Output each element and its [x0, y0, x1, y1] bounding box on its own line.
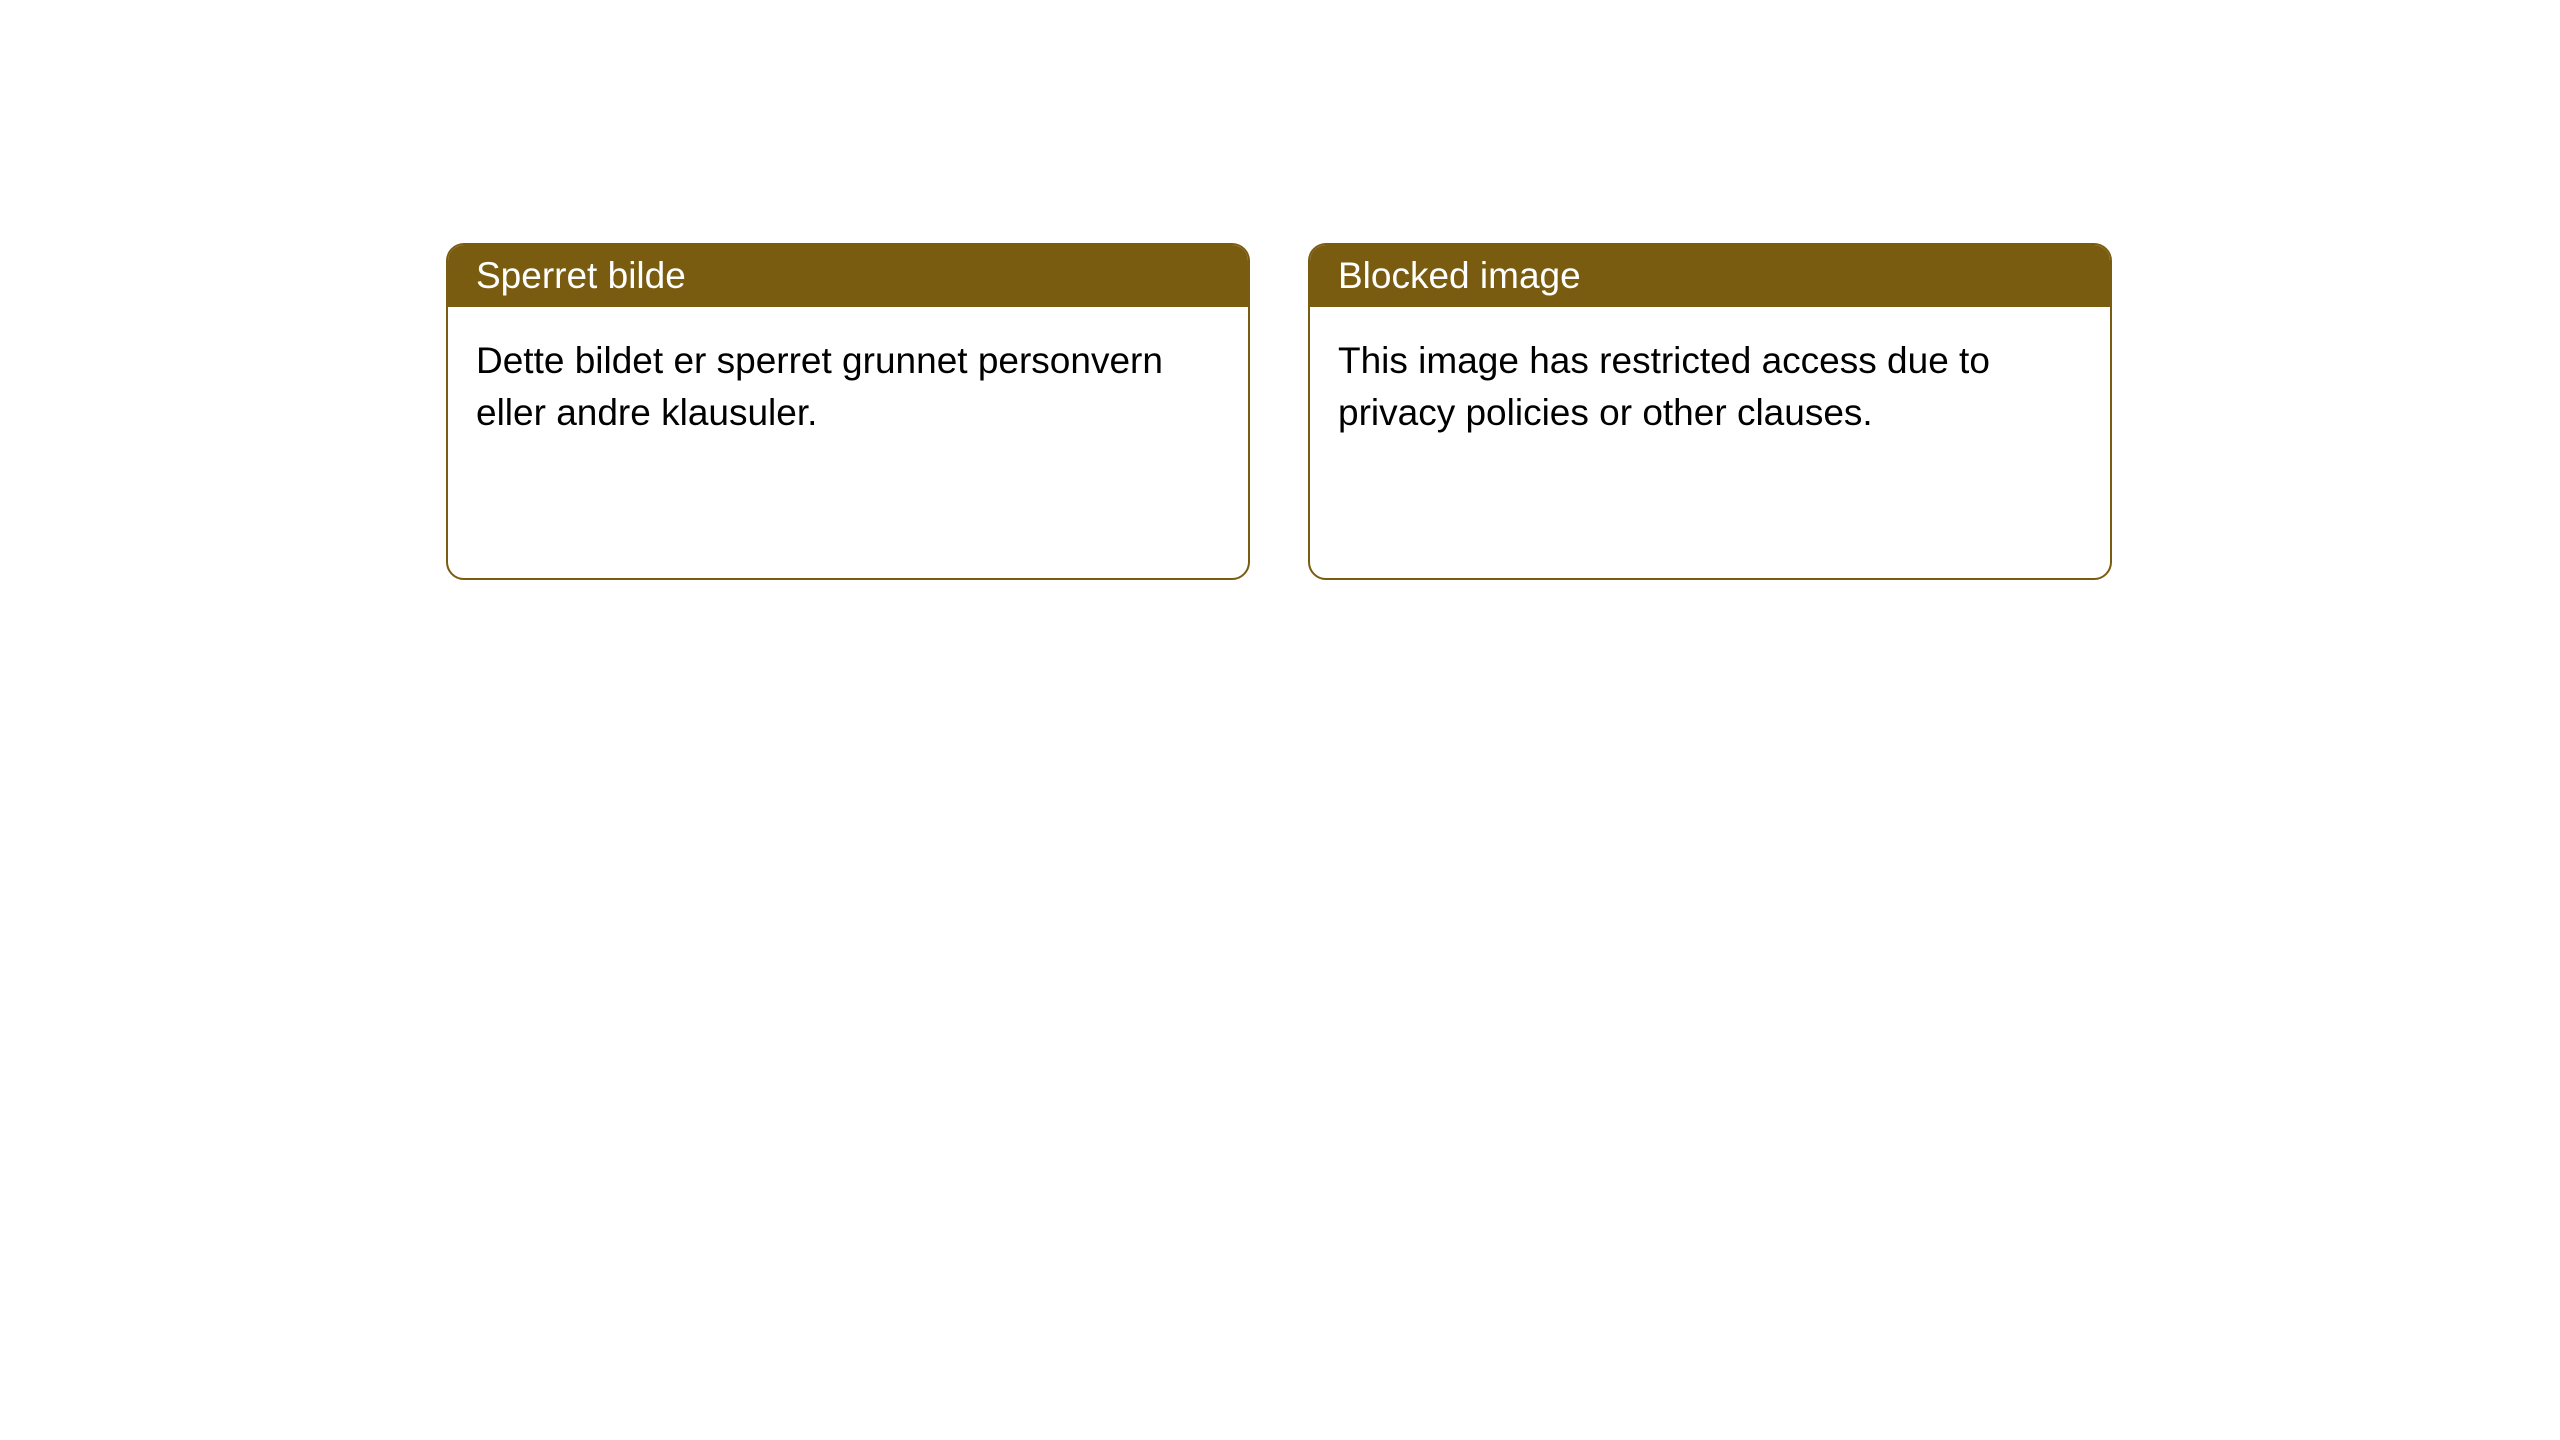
- card-body-norwegian: Dette bildet er sperret grunnet personve…: [448, 307, 1248, 467]
- card-header-norwegian: Sperret bilde: [448, 245, 1248, 307]
- card-body-english: This image has restricted access due to …: [1310, 307, 2110, 467]
- blocked-image-card-english: Blocked image This image has restricted …: [1308, 243, 2112, 580]
- blocked-image-message-container: Sperret bilde Dette bildet er sperret gr…: [0, 0, 2560, 580]
- blocked-image-card-norwegian: Sperret bilde Dette bildet er sperret gr…: [446, 243, 1250, 580]
- card-header-english: Blocked image: [1310, 245, 2110, 307]
